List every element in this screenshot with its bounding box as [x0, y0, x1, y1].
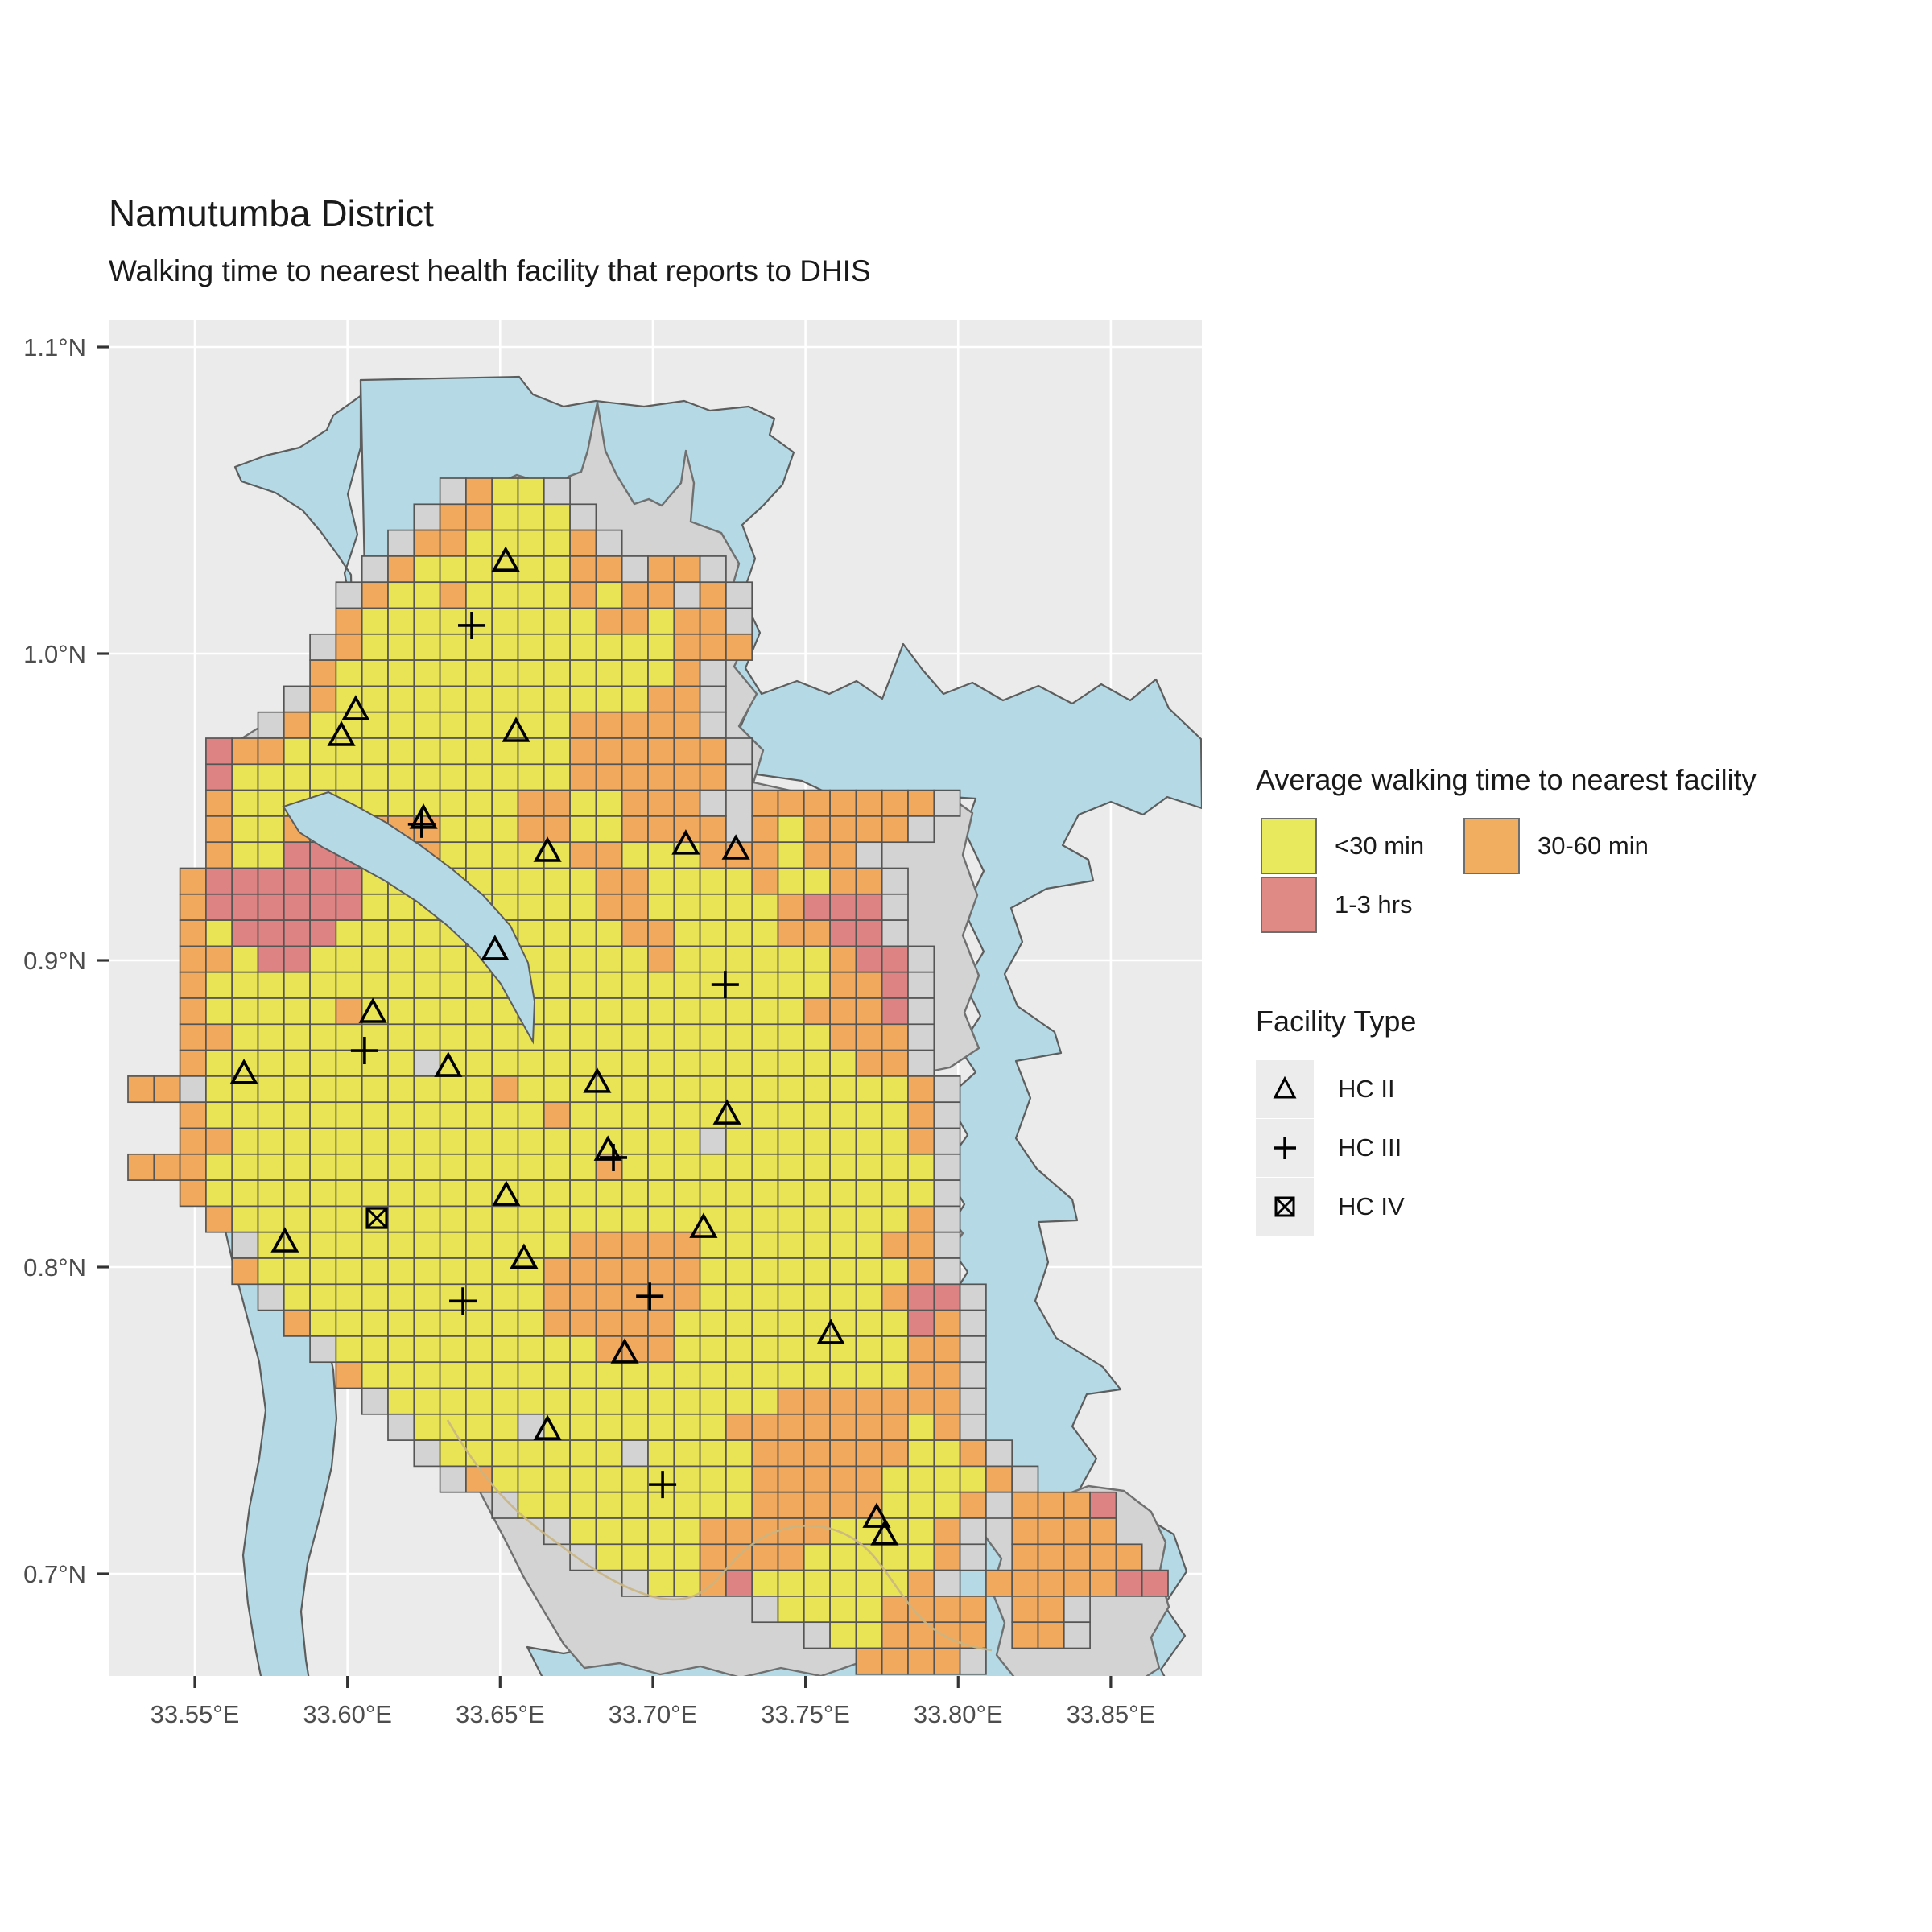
svg-text:33.60°E: 33.60°E: [303, 1700, 392, 1728]
inner-river: [282, 791, 536, 1045]
hc2-marker: [862, 1502, 891, 1528]
legend-item-30-60: 30-60 min: [1463, 818, 1649, 874]
1-3h-label: 1-3 hrs: [1335, 890, 1413, 919]
hc3-marker: [636, 1282, 664, 1311]
svg-text:1.0°N: 1.0°N: [23, 640, 86, 668]
legend-walking-time-title: Average walking time to nearest facility: [1256, 763, 1757, 796]
subcounty-boundary-line: [446, 1419, 993, 1652]
legend-item-hc4: HC IV: [1256, 1177, 1739, 1236]
legend-facility-type: Facility Type HC II HC III HC IV: [1256, 1005, 1739, 1236]
hc2-marker: [358, 997, 387, 1023]
hc2-marker: [492, 1180, 521, 1206]
page-subtitle: Walking time to nearest health facility …: [109, 254, 871, 287]
hc2-marker: [671, 829, 700, 855]
hc2-marker: [583, 1067, 612, 1093]
hc4-marker: [365, 1207, 388, 1229]
legend-walking-time: Average walking time to nearest facility…: [1256, 763, 1916, 1003]
walking-time-grid-cells: [127, 477, 1169, 1675]
svg-text:0.9°N: 0.9°N: [23, 947, 86, 975]
legend-item-hc3: HC III: [1256, 1118, 1739, 1177]
axes: 33.55°E 33.60°E 33.65°E 33.70°E 33.75°E 33.80…: [23, 333, 1155, 1728]
hc2-marker: [341, 695, 370, 720]
legend-item-hc2: HC II: [1256, 1059, 1739, 1118]
hc2-marker: [481, 935, 510, 960]
hc2-marker: [229, 1059, 258, 1084]
hc2-marker: [409, 803, 438, 829]
lt30-swatch: [1261, 818, 1317, 874]
hc2-marker: [712, 1099, 741, 1125]
hc2-marker: [434, 1051, 463, 1077]
hc3-plus-icon: [1256, 1118, 1314, 1177]
hc4-boxed-x-icon: [1256, 1177, 1314, 1236]
svg-text:1.1°N: 1.1°N: [23, 333, 86, 361]
facility-markers: [229, 546, 899, 1546]
hc3-marker: [711, 971, 739, 999]
hc2-marker: [270, 1227, 299, 1253]
hc2-marker: [510, 1243, 539, 1269]
svg-text:33.80°E: 33.80°E: [914, 1700, 1003, 1728]
1-3h-swatch: [1261, 877, 1317, 933]
legend-walking-time-items: <30 min 30-60 min 1-3 hrs: [1256, 818, 1916, 1003]
svg-text:33.75°E: 33.75°E: [761, 1700, 850, 1728]
hc2-marker: [610, 1338, 639, 1364]
hc2-marker: [533, 836, 562, 862]
svg-text:0.7°N: 0.7°N: [23, 1560, 86, 1588]
hc4-marker-x: [366, 1207, 388, 1229]
hc2-marker: [533, 1414, 562, 1440]
hc2-marker: [870, 1520, 899, 1546]
hc3-marker: [407, 810, 436, 838]
hc2-marker: [721, 834, 750, 860]
30-60-label: 30-60 min: [1538, 832, 1649, 860]
hc2-marker: [327, 720, 356, 746]
hc2-marker: [816, 1319, 845, 1344]
svg-text:0.8°N: 0.8°N: [23, 1253, 86, 1282]
hc2-marker: [502, 716, 530, 742]
hc3-marker: [449, 1287, 477, 1315]
hc3-marker: [458, 611, 486, 639]
hc3-marker: [600, 1143, 628, 1171]
svg-text:33.85°E: 33.85°E: [1067, 1700, 1156, 1728]
svg-text:33.55°E: 33.55°E: [151, 1700, 240, 1728]
hc4-label: HC IV: [1338, 1191, 1405, 1220]
legend-item-1-3h: 1-3 hrs: [1261, 877, 1412, 933]
hc3-label: HC III: [1338, 1133, 1402, 1162]
hc3-marker: [350, 1037, 378, 1065]
hc2-marker: [491, 546, 520, 572]
hc3-marker: [649, 1471, 677, 1499]
30-60-swatch: [1463, 818, 1520, 874]
svg-text:33.65°E: 33.65°E: [456, 1700, 545, 1728]
legend-item-lt30: <30 min: [1261, 818, 1424, 874]
hc2-marker: [689, 1212, 718, 1238]
hc2-triangle-icon: [1256, 1059, 1314, 1118]
svg-text:33.70°E: 33.70°E: [609, 1700, 698, 1728]
page-title: Namutumba District: [109, 192, 434, 234]
legend-facility-type-title: Facility Type: [1256, 1005, 1417, 1038]
lt30-label: <30 min: [1335, 832, 1425, 860]
hc2-label: HC II: [1338, 1074, 1395, 1103]
